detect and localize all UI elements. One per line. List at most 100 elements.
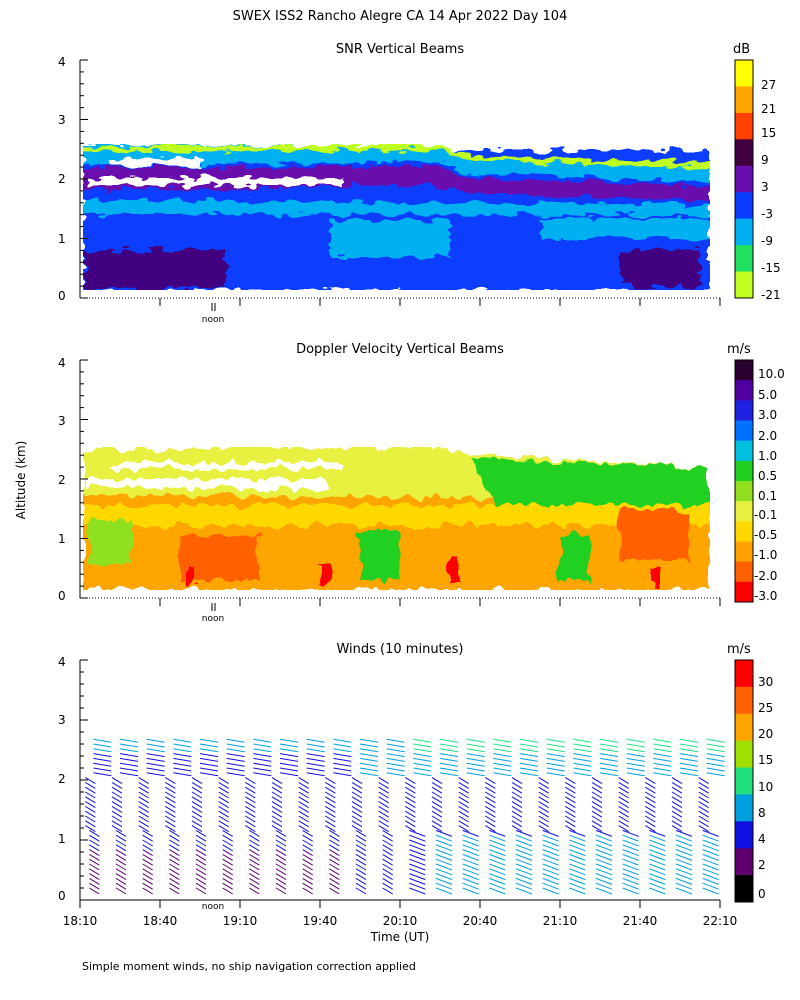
wind-barb: [253, 743, 272, 748]
wind-barb: [249, 853, 260, 861]
wind-barb: [119, 757, 139, 762]
wind-barb: [245, 796, 256, 804]
wind-barb: [138, 801, 149, 809]
wind-barb: [649, 829, 666, 837]
wind-barb: [253, 762, 272, 767]
wind-barb: [115, 873, 127, 881]
wind-barb: [511, 777, 523, 785]
wind-barb: [329, 853, 340, 861]
winds-ytick-4: 4: [58, 655, 66, 669]
wind-barb: [698, 810, 709, 818]
wind-barb: [645, 781, 656, 789]
wind-barb: [306, 757, 325, 762]
wind-barb: [675, 882, 693, 890]
wind-barb: [405, 815, 416, 823]
wind-barb: [413, 762, 432, 767]
wind-barb: [85, 801, 96, 809]
wind-barb: [355, 873, 367, 881]
snr-field: [83, 144, 710, 290]
wind-barb: [405, 810, 416, 818]
wind-barb: [275, 882, 287, 890]
wind-barb: [409, 858, 426, 866]
wind-barb: [649, 863, 666, 871]
wind-barb: [702, 882, 719, 890]
wind-barb: [382, 882, 393, 890]
wind-barb: [89, 834, 100, 842]
wind-barb: [591, 825, 603, 833]
wind-barb: [351, 805, 363, 813]
wind-barb: [173, 743, 192, 748]
wind-barb: [626, 757, 645, 762]
winds-cb-label-6: 4: [758, 832, 766, 846]
winds-xtick-7: 21:40: [623, 914, 658, 928]
winds-colorbar: m/s 30 25 20 15 10 8 4 2 0: [727, 642, 773, 903]
wind-barb: [355, 863, 367, 871]
wind-barb: [199, 753, 219, 758]
wind-barb: [111, 791, 123, 799]
wind-barb: [595, 882, 613, 890]
wind-barb: [595, 853, 613, 861]
wind-barb: [302, 849, 313, 857]
wind-barb: [275, 877, 287, 885]
wind-barb: [279, 753, 299, 758]
wind-barb: [89, 839, 100, 847]
wind-barb: [671, 815, 683, 823]
snr-cb-label-4: 3: [761, 180, 769, 194]
wind-barb: [378, 786, 389, 794]
wind-barb: [279, 738, 299, 743]
wind-barb: [142, 868, 153, 876]
wind-barb: [409, 849, 426, 857]
wind-barb: [226, 748, 245, 753]
wind-barb: [653, 753, 672, 758]
wind-barb: [325, 801, 336, 809]
wind-barb: [618, 777, 629, 785]
wind-barb: [649, 844, 666, 852]
wind-barb: [218, 825, 229, 833]
figure-title: SWEX ISS2 Rancho Alegre CA 14 Apr 2022 D…: [233, 9, 568, 24]
wind-barb: [355, 858, 367, 866]
wind-barb: [245, 825, 256, 833]
wind-barb: [165, 820, 176, 828]
wind-barb: [546, 762, 565, 767]
wind-barb: [275, 873, 287, 881]
wind-barb: [519, 748, 539, 753]
wind-barb: [706, 762, 725, 767]
wind-barb: [249, 844, 260, 852]
wind-barb: [706, 748, 725, 753]
wind-barb: [169, 873, 180, 881]
wind-barb: [671, 796, 683, 804]
wind-barb: [515, 882, 533, 890]
wind-barb: [271, 796, 283, 804]
wind-barb: [546, 772, 565, 777]
wind-barb: [679, 748, 699, 753]
wind-barb: [271, 805, 283, 813]
wind-barb: [382, 844, 393, 852]
snr-cb-label-1: 21: [761, 102, 776, 116]
wind-barb: [435, 834, 453, 842]
wind-barb: [85, 825, 96, 833]
panel-winds-title: Winds (10 minutes): [336, 642, 463, 657]
wind-barb: [378, 777, 389, 785]
wind-barb: [298, 815, 309, 823]
wind-barb: [359, 748, 379, 753]
wind-barb: [565, 791, 576, 799]
winds-cb-swatch-7: [735, 848, 753, 876]
wind-barb: [489, 887, 506, 895]
wind-barb: [333, 743, 352, 748]
snr-low-cyan-1: [330, 220, 450, 258]
wind-barb: [595, 849, 613, 857]
wind-barb: [138, 791, 149, 799]
footnote: Simple moment winds, no ship navigation …: [82, 960, 416, 973]
wind-barb: [245, 791, 256, 799]
wind-barb: [595, 873, 613, 881]
winds-cb-swatch-8: [735, 875, 753, 903]
panel-2-minor-ticks: [80, 659, 88, 901]
wind-barb: [671, 781, 683, 789]
snr-ytick-0: 0: [58, 289, 66, 303]
wind-barb: [302, 839, 313, 847]
snr-noon-marker: noon: [202, 303, 224, 325]
wind-barb: [546, 753, 565, 758]
wind-barb: [466, 762, 485, 767]
wind-barb: [115, 877, 127, 885]
